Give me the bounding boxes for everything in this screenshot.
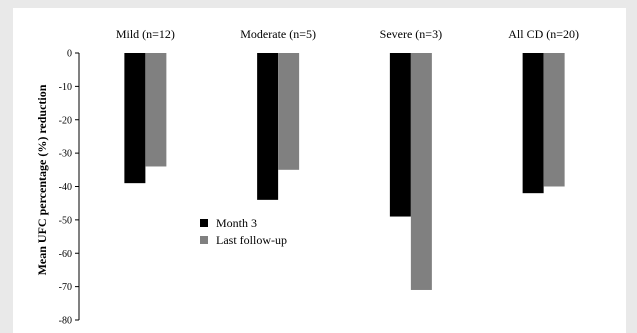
- bar: [410, 53, 432, 290]
- bar: [278, 53, 300, 170]
- y-axis-label: Mean UFC percentage (%) reduction: [35, 84, 49, 275]
- y-tick-label: -70: [59, 282, 72, 293]
- bar: [543, 53, 565, 187]
- bar: [257, 53, 279, 200]
- category-label: Mild (n=12): [116, 27, 175, 41]
- bar: [145, 53, 167, 167]
- legend-label: Month 3: [216, 216, 257, 230]
- bar: [124, 53, 146, 184]
- y-tick-label: -20: [59, 115, 72, 126]
- y-axis: 0 -10 -20 -30 -40 -50 -60 -70 -80: [59, 49, 80, 327]
- legend: Month 3 Last follow-up: [200, 216, 287, 247]
- legend-label: Last follow-up: [216, 233, 287, 247]
- category-labels: Mild (n=12) Moderate (n=5) Severe (n=3) All…: [116, 27, 579, 41]
- legend-swatch: [200, 236, 208, 244]
- y-tick-label: -10: [59, 82, 72, 93]
- y-tick-label: -80: [59, 316, 72, 327]
- category-label: Severe (n=3): [380, 27, 442, 41]
- bar: [389, 53, 411, 217]
- y-tick-label: -40: [59, 182, 72, 193]
- legend-swatch: [200, 219, 208, 227]
- bars: [124, 53, 565, 290]
- category-label: Moderate (n=5): [240, 27, 316, 41]
- y-tick-label: 0: [67, 49, 72, 60]
- y-tick-label: -30: [59, 149, 72, 160]
- y-tick-label: -60: [59, 249, 72, 260]
- bar: [522, 53, 544, 194]
- y-tick-label: -50: [59, 215, 72, 226]
- category-label: All CD (n=20): [508, 27, 579, 41]
